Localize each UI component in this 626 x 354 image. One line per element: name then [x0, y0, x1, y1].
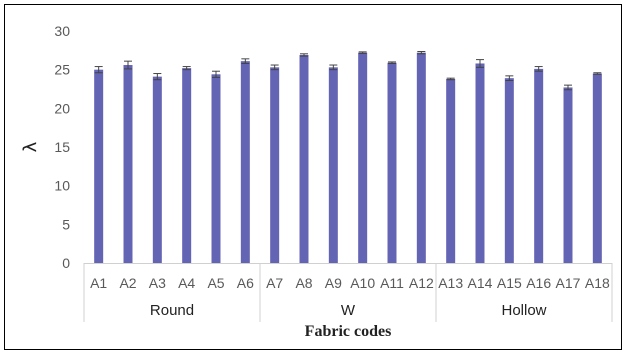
bar [358, 52, 368, 263]
bar [387, 62, 397, 263]
y-tick-label: 0 [62, 255, 70, 271]
bar [240, 61, 250, 263]
group-label: W [341, 302, 356, 319]
x-tick-label: A10 [350, 275, 375, 291]
x-tick-label: A5 [207, 275, 224, 291]
chart-frame [4, 4, 622, 350]
bar [123, 65, 133, 263]
y-axis: 0 5 10 15 20 25 30 [54, 23, 70, 271]
x-axis-title: Fabric codes [305, 323, 392, 340]
x-tick-label: A16 [526, 275, 551, 291]
group-label: Round [150, 302, 194, 319]
bar [592, 73, 602, 264]
bar [94, 69, 104, 264]
bar [152, 76, 162, 263]
bars [94, 50, 602, 264]
x-tick-label: A15 [497, 275, 522, 291]
x-axis: A1 A2 A3 A4 A5 A6 A7 A8 A9 A10 A11 A12 A13 A14 A15 A16 A… [83, 263, 613, 322]
x-tick-label: A18 [585, 275, 610, 291]
x-tick-label: A12 [409, 275, 434, 291]
x-tick-label: A13 [438, 275, 463, 291]
y-tick-label: 25 [54, 62, 70, 78]
x-tick-label: A1 [90, 275, 107, 291]
bar [534, 68, 544, 263]
group-label: Hollow [501, 302, 546, 319]
x-tick-label: A4 [178, 275, 195, 291]
y-tick-label: 15 [54, 139, 70, 155]
bar [328, 67, 338, 263]
y-tick-label: 30 [54, 23, 70, 39]
bar [211, 74, 221, 263]
x-tick-label: A2 [119, 275, 136, 291]
bar [504, 78, 514, 263]
y-tick-label: 20 [54, 100, 70, 116]
x-tick-label: A11 [380, 275, 404, 291]
bar [299, 54, 309, 264]
y-tick-label: 10 [54, 178, 70, 194]
bar [416, 52, 426, 263]
x-tick-label: A6 [237, 275, 254, 291]
x-tick-label: A17 [556, 275, 581, 291]
x-tick-label: A14 [468, 275, 493, 291]
y-tick-label: 5 [62, 216, 70, 232]
bar [270, 67, 280, 263]
bar [182, 68, 192, 264]
x-tick-label: A7 [266, 275, 283, 291]
x-tick-label: A3 [149, 275, 166, 291]
bar [446, 78, 456, 264]
x-tick-label: A8 [295, 275, 312, 291]
bar [563, 87, 573, 263]
x-tick-label: A9 [325, 275, 342, 291]
y-axis-title: λ [20, 141, 41, 152]
bar [475, 63, 485, 264]
